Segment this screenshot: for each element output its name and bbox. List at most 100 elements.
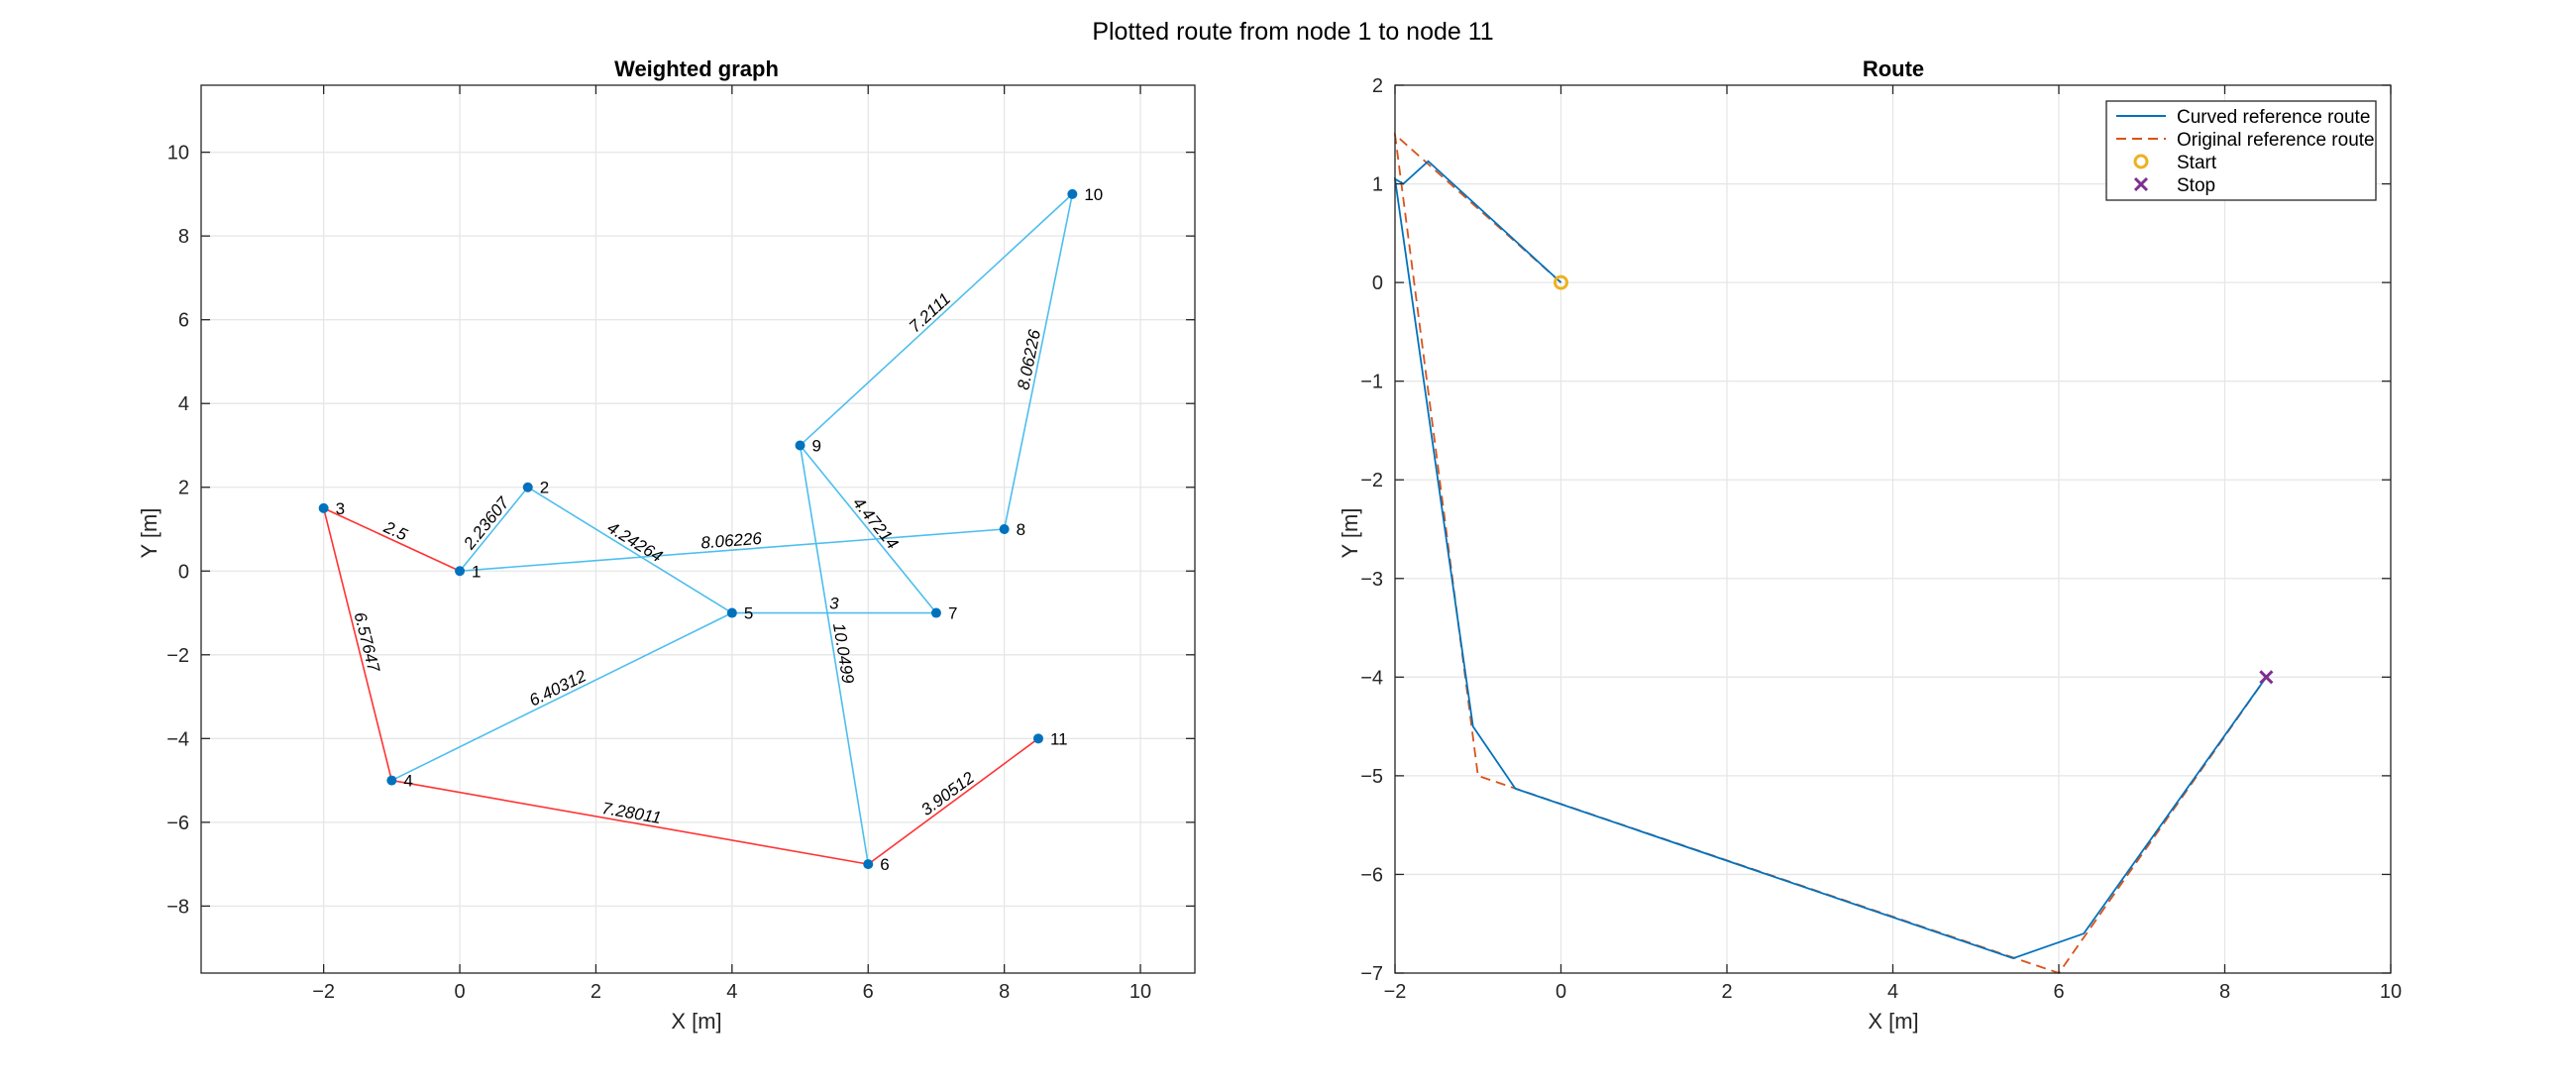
legend-entry-original: Original reference route xyxy=(2116,130,2375,151)
graph-node-label-7: 7 xyxy=(948,604,957,623)
x-tick-label: 4 xyxy=(726,981,737,1003)
graph-node-8 xyxy=(999,524,1010,534)
route-stop-marker xyxy=(2259,670,2274,685)
x-tick-label: 10 xyxy=(2380,981,2402,1003)
x-tick-label: 4 xyxy=(1887,981,1898,1003)
legend-box xyxy=(2105,100,2377,201)
legend-label-original: Original reference route xyxy=(2177,130,2375,151)
graph-edge-1-2 xyxy=(459,487,529,572)
graph-node-5 xyxy=(726,607,737,618)
y-tick-label: −3 xyxy=(1360,569,1383,591)
x-tick-label: 2 xyxy=(1721,981,1732,1003)
route-x-axis-label: X [m] xyxy=(1868,1009,1918,1034)
y-tick-label: −5 xyxy=(1360,766,1383,788)
graph-axes: −2 0 2 4 6 8 10 −8 −6 −4 −2 0 2 4 6 8 10 xyxy=(166,84,1196,1003)
route-title: Route xyxy=(1863,56,1924,81)
graph-node-1 xyxy=(455,566,466,577)
graph-edge-4-6 xyxy=(391,779,869,865)
legend-entry-start: Start xyxy=(2133,153,2217,173)
graph-edge-9-10 xyxy=(800,193,1073,447)
y-tick-label: −4 xyxy=(166,728,189,750)
graph-node-4 xyxy=(386,775,397,786)
graph-node-label-6: 6 xyxy=(880,855,889,874)
y-tick-label: 4 xyxy=(178,393,189,415)
graph-node-label-4: 4 xyxy=(403,772,412,791)
figure-title: Plotted route from node 1 to node 11 xyxy=(1092,18,1493,46)
y-tick-label: −8 xyxy=(166,896,189,918)
legend-label-stop: Stop xyxy=(2177,175,2215,196)
route-y-axis-label: Y [m] xyxy=(1338,508,1362,559)
graph-edge-7-9 xyxy=(799,444,937,614)
graph-node-7 xyxy=(930,607,941,618)
legend-entry-stop: Stop xyxy=(2133,175,2215,196)
graph-edge-8-10 xyxy=(1003,193,1074,530)
graph-edges xyxy=(322,193,1074,865)
graph-edge-6-11 xyxy=(867,737,1039,865)
y-tick-label: −1 xyxy=(1360,372,1383,393)
graph-node-11 xyxy=(1032,733,1043,744)
route-panel: Route −2 0 2 4 6 8 10 −7 −6 −5 −4 −3 −2 −1 0 1 2 X [m] Y… xyxy=(1338,56,2402,1034)
axes-box xyxy=(200,84,1196,974)
graph-edge-weight-1-3: 2.5 xyxy=(380,517,411,545)
graph-y-axis-label: Y [m] xyxy=(137,508,161,559)
graph-title: Weighted graph xyxy=(614,56,779,81)
x-tick-label: 10 xyxy=(1129,981,1151,1003)
graph-node-label-2: 2 xyxy=(540,479,549,497)
graph-edge-1-3 xyxy=(323,507,461,572)
x-tick-label: −2 xyxy=(312,981,335,1003)
legend-swatch-stop xyxy=(2133,176,2149,192)
route-series-curved xyxy=(1393,160,2268,960)
y-tick-label: −6 xyxy=(1360,864,1383,886)
y-tick-label: −6 xyxy=(166,813,189,834)
legend-label-curved: Curved reference route xyxy=(2177,107,2370,128)
y-tick-label: 6 xyxy=(178,310,189,332)
graph-edge-weight-3-4: 6.57647 xyxy=(351,610,383,675)
graph-node-label-11: 11 xyxy=(1050,729,1068,748)
y-tick-label: 2 xyxy=(1372,75,1383,97)
route-start-marker xyxy=(1554,274,1568,290)
graph-edge-weight-5-7: 3 xyxy=(829,595,839,613)
y-tick-label: 2 xyxy=(178,478,189,499)
legend-swatch-start xyxy=(2133,154,2149,169)
route-gridlines xyxy=(1394,84,2392,974)
graph-node-2 xyxy=(522,482,533,492)
graph-nodes: 1 2 3 4 5 6 7 8 9 10 11 xyxy=(318,185,1103,874)
y-tick-label: −4 xyxy=(1360,667,1383,689)
y-tick-label: 8 xyxy=(178,226,189,248)
y-tick-label: −2 xyxy=(1360,470,1383,491)
graph-node-10 xyxy=(1067,188,1078,199)
y-tick-label: 0 xyxy=(178,561,189,583)
x-tick-label: 0 xyxy=(454,981,465,1003)
y-tick-label: 1 xyxy=(1372,174,1383,196)
y-tick-label: 0 xyxy=(1372,272,1383,294)
x-tick-label: 6 xyxy=(863,981,874,1003)
graph-edge-1-8 xyxy=(459,528,1005,573)
graph-x-axis-label: X [m] xyxy=(671,1009,721,1034)
graph-node-label-8: 8 xyxy=(1017,520,1025,539)
graph-node-label-10: 10 xyxy=(1084,185,1103,204)
graph-edge-4-5 xyxy=(391,611,733,782)
legend-label-start: Start xyxy=(2177,153,2217,173)
graph-edge-weight-1-8: 8.06226 xyxy=(700,529,763,553)
x-tick-label: 0 xyxy=(1556,981,1566,1003)
graph-node-9 xyxy=(795,440,805,451)
y-tick-label: −7 xyxy=(1360,963,1383,985)
legend-entry-curved: Curved reference route xyxy=(2116,107,2370,128)
graph-node-6 xyxy=(863,859,874,870)
y-tick-label: 10 xyxy=(167,143,189,164)
graph-edge-6-9 xyxy=(799,445,870,865)
graph-node-label-1: 1 xyxy=(472,562,481,581)
graph-edge-3-4 xyxy=(322,507,393,781)
graph-node-label-5: 5 xyxy=(744,604,753,623)
route-legend: Curved reference route Original referenc… xyxy=(2105,100,2377,201)
x-tick-label: 8 xyxy=(2219,981,2230,1003)
graph-edge-weight-8-10: 8.06226 xyxy=(1014,328,1044,392)
x-tick-label: −2 xyxy=(1384,981,1407,1003)
x-tick-label: 8 xyxy=(999,981,1010,1003)
graph-edge-weight-9-10: 7.2111 xyxy=(906,289,954,337)
graph-edge-weight-7-9: 4.47214 xyxy=(849,493,903,553)
